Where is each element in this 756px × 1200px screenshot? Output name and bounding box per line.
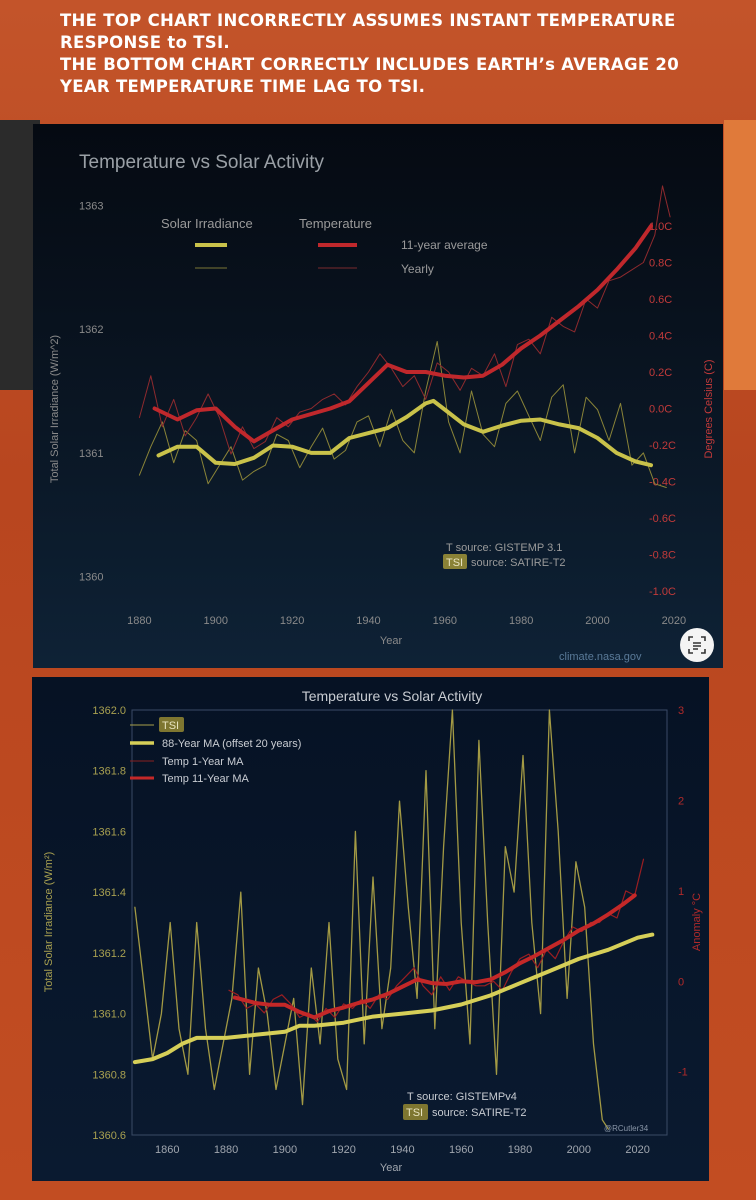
bottom-source-tsi-badge-bg [403, 1104, 428, 1120]
top-x-tick-label: 1920 [280, 615, 304, 627]
top-legend-header-solar: Solar Irradiance [161, 216, 253, 231]
orange-side-band [724, 120, 756, 390]
top-yleft-tick-label: 1362 [79, 324, 103, 336]
top-source-tsi-text: source: SATIRE-T2 [471, 557, 566, 569]
bottom-legend-88yr: 88-Year MA (offset 20 years) [162, 738, 301, 750]
top-chart-ylabel: Total Solar Irradiance (W/m^2) [49, 335, 61, 483]
top-chart-xlabel: Year [380, 635, 403, 647]
bottom-x-tick-label: 2020 [625, 1144, 649, 1156]
bottom-x-tick-label: 1860 [155, 1144, 179, 1156]
top-chart: Temperature vs Solar Activity 1360 1361 13… [49, 152, 715, 663]
top-x-tick-label: 1980 [509, 615, 533, 627]
top-yright-tick-label: 0.0C [649, 404, 672, 416]
bottom-yright-tick-label: 1 [678, 886, 684, 898]
bottom-yleft-tick-label: 1361.2 [92, 948, 126, 960]
top-yleft-tick-label: 1360 [79, 572, 103, 584]
bottom-yleft-tick-label: 1360.6 [92, 1130, 126, 1142]
bottom-chart-ylabel: Total Solar Irradiance (W/m²) [43, 852, 55, 993]
top-x-tick-label: 2000 [585, 615, 609, 627]
caption-line-1: THE TOP CHART INCORRECTLY ASSUMES INSTAN… [60, 11, 676, 30]
bottom-x-tick-label: 1880 [214, 1144, 238, 1156]
top-legend-yearly-label: Yearly [401, 262, 434, 276]
bottom-legend-tsi-badge-bg [159, 717, 184, 732]
caption-line-3: THE BOTTOM CHART CORRECTLY INCLUDES EART… [60, 55, 679, 74]
top-source-tsi-badge: TSI [446, 557, 463, 569]
bottom-watermark: @RCutler34 [604, 1124, 649, 1133]
top-source-t: T source: GISTEMP 3.1 [446, 542, 562, 554]
top-watermark: climate.nasa.gov [559, 651, 642, 663]
bottom-source-tsi-text: source: SATIRE-T2 [432, 1107, 527, 1119]
bottom-legend-temp1: Temp 1-Year MA [162, 756, 244, 768]
bottom-temp-1yr-line [228, 858, 645, 1023]
top-chart-title: Temperature vs Solar Activity [79, 152, 324, 173]
bottom-x-tick-label: 2000 [567, 1144, 591, 1156]
top-x-tick-label: 1880 [127, 615, 151, 627]
bottom-source-t: T source: GISTEMPv4 [407, 1091, 517, 1103]
top-yleft-tick-label: 1361 [79, 448, 103, 460]
bottom-chart-xlabel: Year [380, 1162, 403, 1174]
top-yright-tick-label: -0.2C [649, 440, 676, 452]
bottom-yright-tick-label: -1 [678, 1067, 688, 1079]
caption: THE TOP CHART INCORRECTLY ASSUMES INSTAN… [60, 10, 740, 98]
top-x-tick-label: 1940 [356, 615, 380, 627]
top-chart-ylabel-right: Degrees Celsius (C) [703, 359, 715, 458]
bottom-88yr-ma-line [132, 932, 655, 1065]
top-x-tick-label: 2020 [662, 615, 686, 627]
top-legend-header-temp: Temperature [299, 216, 372, 231]
bottom-legend-tsi: TSI [162, 720, 179, 732]
top-yright-tick-label: -0.8C [649, 550, 676, 562]
bottom-chart-panel: Temperature vs Solar Activity 1360.6 1360… [32, 677, 709, 1181]
bottom-source-tsi-badge: TSI [406, 1107, 423, 1119]
bottom-x-tick-label: 1980 [508, 1144, 532, 1156]
top-yright-tick-label: -1.0C [649, 586, 676, 598]
top-legend-11yr-label: 11-year average [401, 238, 488, 252]
bottom-x-tick-label: 1900 [273, 1144, 297, 1156]
top-yright-tick-label: -0.6C [649, 513, 676, 525]
bottom-x-tick-label: 1940 [390, 1144, 414, 1156]
bottom-chart-ylabel-right: Anomaly °C [691, 893, 703, 951]
top-yright-tick-label: 0.4C [649, 331, 672, 343]
top-yright-tick-label: 1.0C [649, 221, 672, 233]
top-temp-11yr-line [152, 224, 653, 444]
bottom-tsi-line [134, 709, 609, 1130]
scan-icon [688, 636, 706, 654]
bottom-chart-title: Temperature vs Solar Activity [302, 688, 483, 704]
top-yright-tick-label: 0.2C [649, 367, 672, 379]
bottom-yleft-tick-label: 1361.8 [92, 766, 126, 778]
image-zoom-button[interactable] [680, 628, 714, 662]
bottom-legend-temp11: Temp 11-Year MA [162, 773, 249, 785]
top-x-tick-label: 1900 [203, 615, 227, 627]
top-chart-panel: Temperature vs Solar Activity 1360 1361 13… [33, 124, 723, 668]
caption-line-4: YEAR TEMPERATURE TIME LAG TO TSI. [60, 77, 426, 96]
bottom-yleft-tick-label: 1360.8 [92, 1069, 126, 1081]
caption-line-2: RESPONSE to TSI. [60, 33, 231, 52]
bottom-x-tick-label: 1960 [449, 1144, 473, 1156]
bottom-x-tick-label: 1920 [331, 1144, 355, 1156]
bottom-yright-tick-label: 2 [678, 795, 684, 807]
bottom-chart: Temperature vs Solar Activity 1360.6 1360… [43, 688, 703, 1174]
top-source-tsi-badge-bg [443, 554, 467, 569]
bottom-yleft-tick-label: 1361.6 [92, 826, 126, 838]
top-yright-tick-label: 0.6C [649, 294, 672, 306]
bottom-yright-tick-label: 3 [678, 705, 684, 717]
bottom-plot-frame [131, 709, 668, 1136]
bottom-temp-11yr-line [232, 893, 637, 1020]
bottom-yleft-tick-label: 1361.0 [92, 1009, 126, 1021]
top-yright-tick-label: -0.4C [649, 477, 676, 489]
bottom-yleft-tick-label: 1361.4 [92, 887, 126, 899]
bottom-yleft-tick-label: 1362.0 [92, 705, 126, 717]
bottom-yright-tick-label: 0 [678, 976, 684, 988]
top-yright-tick-label: 0.8C [649, 258, 672, 270]
top-x-tick-label: 1960 [433, 615, 457, 627]
top-tsi-11yr-line [156, 398, 653, 468]
top-yleft-tick-label: 1363 [79, 200, 103, 212]
top-tsi-yearly-line [138, 341, 667, 488]
